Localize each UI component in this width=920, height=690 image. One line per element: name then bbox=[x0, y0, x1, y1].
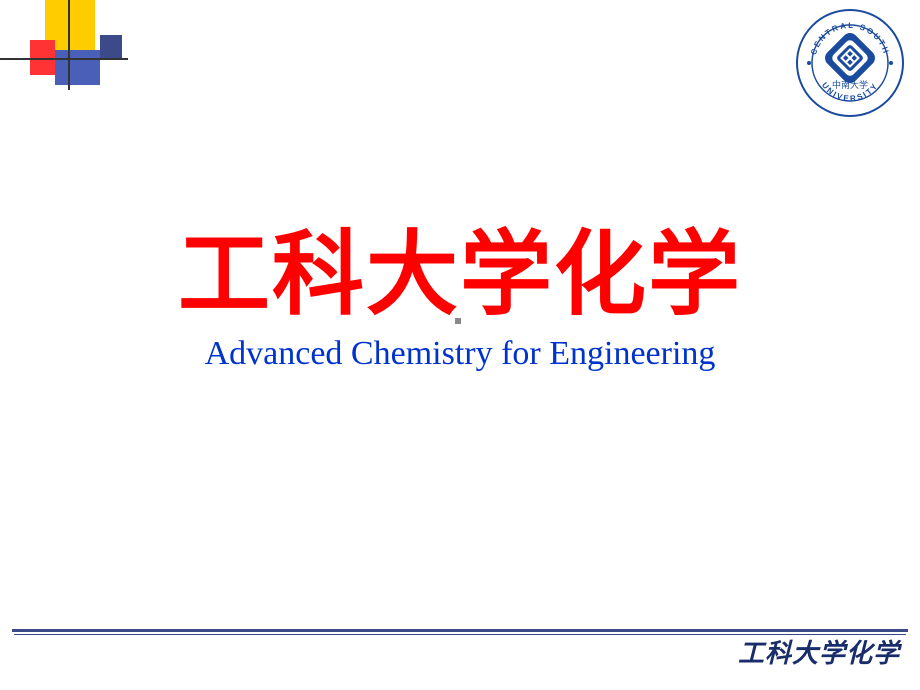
logo-text-inner: 中南大学 bbox=[832, 79, 868, 90]
deco-cross-horizontal bbox=[0, 58, 128, 60]
deco-square-blue1 bbox=[55, 50, 100, 85]
footer-text: 工科大学化学 bbox=[738, 633, 900, 670]
subtitle: Advanced Chemistry for Engineering bbox=[0, 335, 920, 373]
slide-container: CENTRAL SOUTH UNIVERSITY 中南大学 工科大学化学 Adv… bbox=[0, 0, 920, 690]
divider-line-thick bbox=[12, 629, 908, 632]
deco-square-blue2 bbox=[100, 35, 122, 60]
deco-cross-vertical bbox=[68, 0, 70, 90]
main-title: 工科大学化学 bbox=[0, 200, 920, 333]
bullet-icon bbox=[455, 318, 461, 324]
university-logo: CENTRAL SOUTH UNIVERSITY 中南大学 bbox=[795, 8, 905, 118]
